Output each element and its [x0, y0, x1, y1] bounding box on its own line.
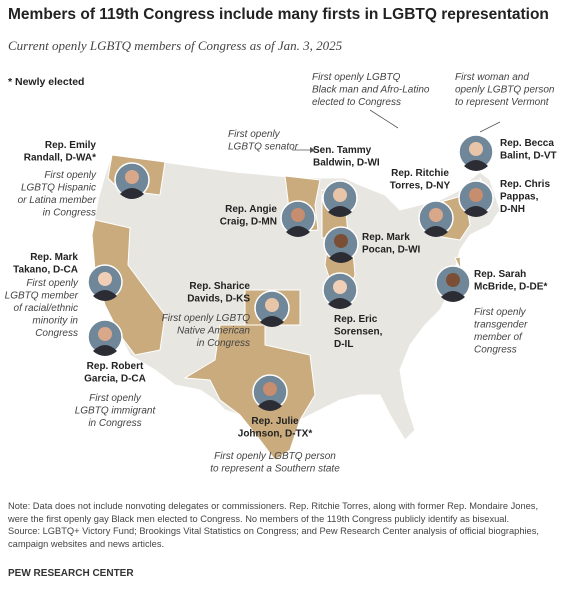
title: Members of 119th Congress include many f… [8, 6, 549, 23]
member-name: Rep. Angie [225, 204, 277, 215]
state [91, 219, 166, 356]
member-name: Baldwin, D-WI [313, 158, 380, 169]
member-name: Rep. Mark [362, 232, 410, 243]
member-name: Garcia, D-CA [84, 374, 146, 385]
member-note: in Congress [197, 338, 250, 349]
member-photo-body [286, 226, 310, 237]
member-note: LGBTQ member [5, 291, 79, 302]
state [183, 324, 316, 461]
member-name: Rep. Julie [251, 416, 299, 427]
member-photo-body [328, 206, 352, 217]
member-note: minority in [32, 316, 78, 327]
member-name: Rep. Emily [45, 140, 97, 151]
member-note: First woman and [455, 72, 529, 83]
footnotes: Note: Data does not include nonvoting de… [8, 500, 558, 550]
map: Rep. Emily Randall, D-WA* First openly LGBT… [5, 72, 557, 475]
member-name: Rep. Becca [500, 138, 554, 149]
member-name: Rep. Sharice [189, 281, 250, 292]
member-note: elected to Congress [312, 97, 401, 108]
member-note: First openly [474, 307, 527, 318]
member-photo-face [125, 170, 139, 184]
member-photo-face [333, 188, 347, 202]
legend: * Newly elected [8, 76, 85, 88]
member-name: Craig, D-MN [220, 217, 277, 228]
member-note: of racial/ethnic [14, 303, 78, 314]
member-note: Congress [35, 328, 78, 339]
member-note: Native American [177, 326, 250, 337]
member-photo-face [429, 208, 443, 222]
subtitle: Current openly LGBTQ members of Congress… [8, 38, 343, 53]
source: Source: LGBTQ+ Victory Fund; Brookings V… [8, 526, 539, 549]
member-photo-face [469, 142, 483, 156]
member-photo-body [464, 160, 488, 171]
member-photo-body [441, 291, 465, 302]
member-note: transgender [474, 320, 528, 331]
member-note: Black man and Afro-Latino [312, 85, 430, 96]
member-note: First openly LGBTQ person [214, 451, 336, 462]
member-photo-body [328, 298, 352, 309]
brand: PEW RESEARCH CENTER [8, 568, 134, 579]
leader-line [479, 121, 501, 133]
member-photo-body [329, 252, 353, 263]
member-note: in Congress [43, 208, 96, 219]
member-name: Randall, D-WA* [24, 153, 96, 164]
member-note: LGBTQ Hispanic [21, 183, 96, 194]
member-note: First openly [89, 393, 142, 404]
member-name: Rep. Eric [334, 314, 378, 325]
member-note: in Congress [88, 418, 141, 429]
member-photo-body [120, 188, 144, 199]
member-photo-face [334, 234, 348, 248]
member-note: First openly [44, 170, 97, 181]
member-photo-face [265, 298, 279, 312]
member-note: First openly LGBTQ [312, 72, 401, 83]
member-photo-body [258, 400, 282, 411]
member-name: Rep. Chris [500, 179, 550, 190]
leader-line [369, 109, 399, 129]
member-note: First openly [26, 278, 79, 289]
member-name: Rep. Mark [30, 252, 78, 263]
member-name: Davids, D-KS [187, 294, 250, 305]
member-note: openly LGBTQ person [455, 85, 555, 96]
member-photo-body [260, 316, 284, 327]
member-name: Takano, D-CA [13, 265, 78, 276]
member-note: First openly LGBTQ [162, 313, 251, 324]
member-name: Torres, D-NY [390, 181, 451, 192]
member-photo-face [291, 208, 305, 222]
member-photo-face [446, 273, 460, 287]
member-name: Rep. Robert [87, 361, 144, 372]
member-note: Congress [474, 345, 517, 356]
member-note: or Latina member [18, 195, 97, 206]
member-name: Pocan, D-WI [362, 245, 421, 256]
member-name: Johnson, D-TX* [238, 429, 313, 440]
member-name: McBride, D-DE* [474, 282, 547, 293]
member-photo-body [93, 290, 117, 301]
member-name: Rep. Sarah [474, 269, 526, 280]
member-note: First openly [228, 129, 281, 140]
member-note: member of [474, 332, 523, 343]
member-name: Sen. Tammy [313, 145, 372, 156]
member-photo-face [98, 272, 112, 286]
member-photo-body [424, 226, 448, 237]
member-note: to represent Vermont [455, 97, 550, 108]
member-note: LGBTQ senator [228, 142, 299, 153]
arrowhead [310, 147, 315, 153]
member-note: to represent a Southern state [210, 464, 340, 475]
member-name: D-IL [334, 339, 353, 350]
member-name: Pappas, [500, 192, 539, 203]
member-note: LGBTQ immigrant [75, 406, 157, 417]
member-photo-body [93, 345, 117, 356]
member-photo-body [464, 206, 488, 217]
member-photo-face [98, 327, 112, 341]
member-name: D-NH [500, 204, 525, 215]
member-photo-face [263, 382, 277, 396]
note: Note: Data does not include nonvoting de… [8, 501, 539, 524]
member-photo-face [469, 188, 483, 202]
member-name: Balint, D-VT [500, 151, 557, 162]
member-photo-face [333, 280, 347, 294]
member-name: Rep. Ritchie [391, 168, 449, 179]
member-name: Sorensen, [334, 327, 383, 338]
